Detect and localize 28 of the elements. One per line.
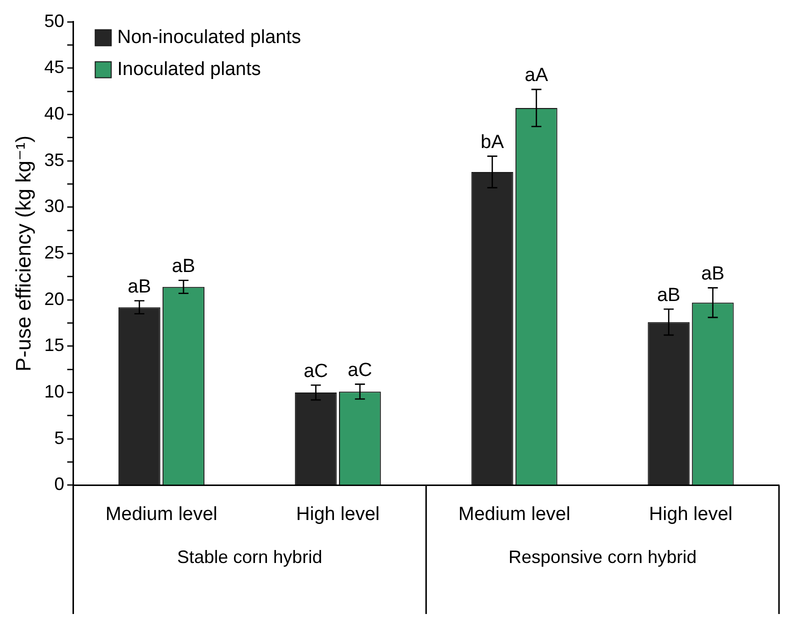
- legend-label: Inoculated plants: [117, 59, 261, 80]
- y-tick-label: 0: [54, 474, 64, 494]
- data-label: aB: [128, 276, 152, 298]
- y-tick-label: 50: [44, 10, 64, 31]
- legend-label: Non-inoculated plants: [117, 27, 302, 48]
- y-tick-label: 20: [44, 288, 64, 309]
- y-tick-label: 25: [44, 242, 64, 262]
- y-tick-label: 10: [44, 381, 64, 402]
- x-tick-label: Medium level: [458, 504, 570, 525]
- x-tick-label: High level: [296, 504, 380, 525]
- y-tick-label: 15: [44, 335, 64, 356]
- data-label: aB: [172, 256, 196, 278]
- data-label: aC: [348, 360, 372, 381]
- text: Responsive corn hybrid: [508, 547, 697, 568]
- data-label: aA: [524, 65, 548, 86]
- data-label: aB: [657, 284, 680, 306]
- y-tick-label: 35: [44, 150, 64, 170]
- y-tick-label: 30: [44, 196, 64, 216]
- x-tick-label: Medium level: [105, 504, 218, 525]
- data-label: bA: [480, 132, 504, 153]
- x-tick-label: High level: [649, 504, 732, 525]
- data-label: aC: [304, 360, 328, 382]
- y-tick-label: 40: [44, 103, 64, 124]
- y-tick-label: 45: [44, 57, 64, 78]
- data-label: aB: [701, 264, 724, 285]
- y-tick-label: 5: [54, 428, 64, 448]
- y-axis-title: P-use efficiency (kg kg⁻¹): [12, 136, 36, 372]
- text: Stable corn hybrid: [177, 547, 322, 568]
